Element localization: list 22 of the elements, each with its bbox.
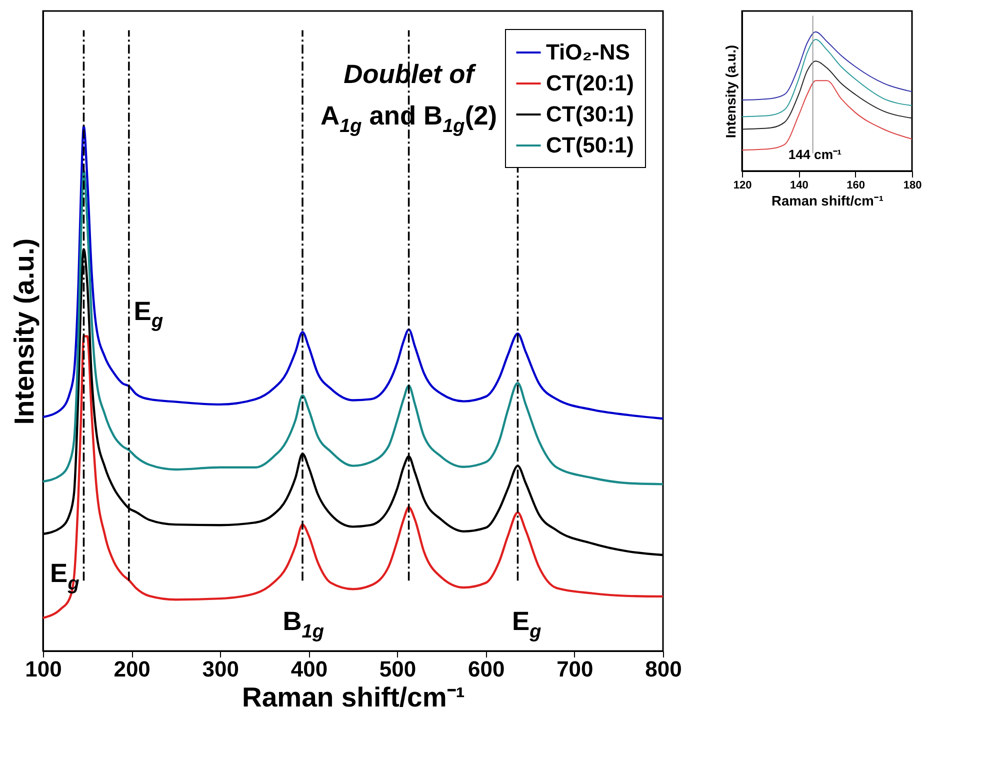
y-axis-title: Intensity (a.u.) [724,44,738,138]
x-tick-label: 600 [468,656,505,682]
x-tick-label: 300 [202,656,239,682]
x-tick-label: 160 [846,180,866,192]
x-tick-label: 140 [790,180,808,192]
x-axis-title: Raman shift/cm⁻¹ [242,682,465,712]
x-tick-label: 400 [290,656,328,682]
x-tick-label: 700 [556,656,594,682]
x-tick-label: 800 [645,656,682,682]
x-tick-label: 100 [25,656,62,682]
y-axis-title: Intensity (a.u.) [8,238,40,425]
text: Doublet of [344,59,476,89]
legend-label: CT(50:1) [546,132,634,158]
legend-label: CT(20:1) [546,70,634,96]
x-tick-label: 500 [379,656,416,682]
x-tick-label: 120 [733,180,752,192]
x-axis-title: Raman shift/cm⁻¹ [772,194,884,208]
legend-label: TiO₂-NS [546,40,630,64]
x-tick-label: 200 [114,656,150,682]
legend-label: CT(30:1) [546,102,634,126]
x-tick-label: 180 [903,180,922,192]
annotation: 144 cm⁻¹ [788,147,842,162]
